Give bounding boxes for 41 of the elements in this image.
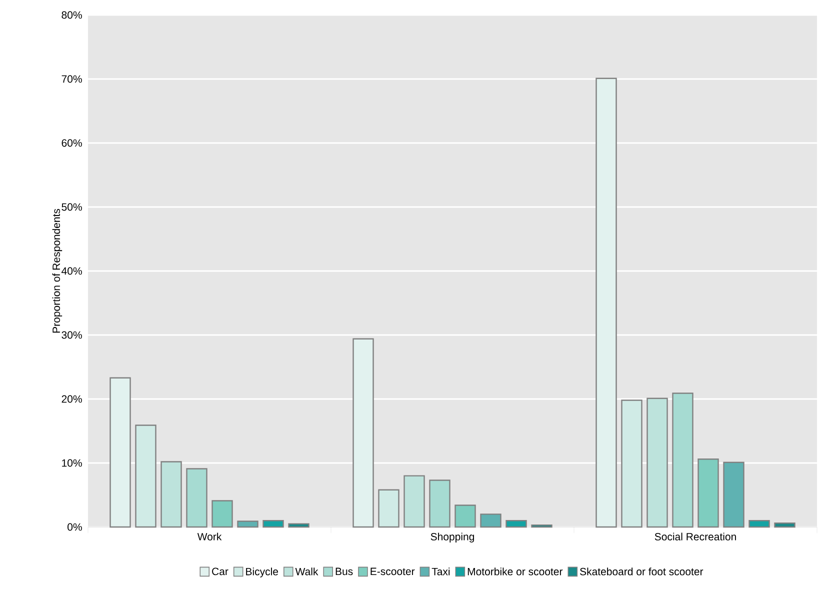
legend-label: Skateboard or foot scooter: [580, 568, 704, 576]
bar: [774, 522, 796, 528]
bar: [237, 520, 258, 528]
x-tick-label: Social Recreation: [654, 532, 736, 540]
bar: [621, 400, 642, 528]
bar: [480, 514, 502, 528]
bar: [698, 458, 719, 528]
y-tick-label: 80%: [62, 11, 82, 19]
bar: [262, 520, 284, 528]
x-tick-label: Shopping: [430, 532, 474, 542]
y-tick-label: 10%: [62, 459, 82, 467]
legend-label: Car: [212, 568, 228, 576]
y-tick-label: 70%: [62, 75, 82, 83]
bar: [723, 462, 744, 528]
bar: [212, 500, 233, 528]
bar: [404, 475, 425, 528]
bar: [160, 461, 182, 528]
bar: [454, 504, 476, 528]
bar: [288, 523, 310, 528]
bar: [378, 489, 400, 528]
y-tick-label: 50%: [62, 203, 82, 211]
y-tick-label: 30%: [62, 331, 82, 339]
x-tick-label: Work: [197, 532, 222, 540]
legend-label: Walk: [295, 568, 318, 576]
bar: [186, 468, 208, 528]
bar: [429, 480, 450, 528]
y-tick-label: 40%: [62, 267, 82, 275]
bar: [672, 392, 694, 528]
legend-label: Bus: [336, 568, 353, 576]
bar: [748, 520, 770, 528]
legend-label: E-scooter: [370, 568, 415, 576]
y-tick-label: 0%: [68, 523, 82, 531]
bar: [646, 398, 668, 528]
bar: [506, 520, 527, 528]
y-axis-title: Proportion of Respondents: [52, 208, 62, 333]
legend-label: Bicycle: [246, 568, 278, 578]
y-tick-label: 60%: [62, 139, 82, 147]
bar: [135, 424, 156, 528]
legend-label: Motorbike or scooter: [468, 568, 563, 576]
legend-label: Taxi: [432, 568, 450, 576]
y-tick-label: 20%: [62, 395, 82, 403]
